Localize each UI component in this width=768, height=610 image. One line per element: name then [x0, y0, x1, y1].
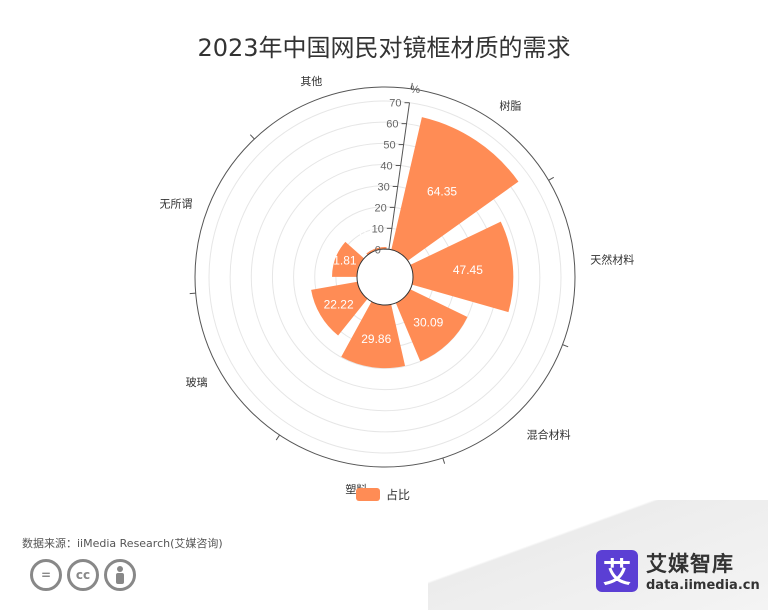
bar-4 — [311, 281, 368, 336]
category-label: 无所谓 — [159, 198, 192, 211]
angle-axis-tick — [410, 82, 413, 89]
data-source: 数据来源：iiMedia Research(艾媒咨询) — [22, 537, 223, 550]
bar-1 — [410, 221, 514, 313]
radial-axis-unit: % — [410, 84, 420, 96]
radial-axis-line — [388, 102, 410, 250]
bar-value-label: 11.81 — [327, 254, 356, 268]
angle-axis-tick — [189, 292, 196, 295]
grid-ring — [229, 121, 541, 433]
cc-icon: cc — [67, 559, 99, 591]
bar-3 — [341, 301, 406, 369]
brand-url: data.iimedia.cn — [646, 578, 760, 593]
category-label: 树脂 — [499, 99, 521, 113]
grid-ring — [250, 142, 520, 412]
radial-axis-tick-label: 0 — [375, 244, 381, 256]
brand-logo: 艾 — [596, 549, 638, 592]
bar-value-label: 47.45 — [453, 263, 483, 277]
angle-axis-tick — [275, 434, 280, 441]
angle-axis-circle — [194, 86, 576, 468]
inner-circle — [356, 248, 414, 306]
category-label: 玻璃 — [186, 375, 208, 389]
radial-axis-tick-label: 50 — [383, 140, 395, 152]
radial-axis-tick-label: 30 — [377, 181, 389, 193]
legend[interactable]: 占比 — [356, 486, 410, 503]
angle-axis-tick — [562, 344, 569, 348]
radial-axis-tick-label: 20 — [375, 202, 387, 214]
category-label: 混合材料 — [527, 428, 571, 442]
bar-value-label: 0.93 — [359, 226, 383, 240]
brand: 艾 艾媒智库 data.iimedia.cn — [596, 548, 760, 593]
category-label: 天然材料 — [590, 253, 634, 267]
brand-name: 艾媒智库 — [646, 552, 734, 576]
equals-icon: = — [30, 559, 62, 591]
bar-0 — [391, 117, 519, 261]
bar-value-label: 29.86 — [361, 332, 391, 346]
radial-axis-tick-label: 60 — [386, 119, 398, 131]
radial-axis-tick-label: 70 — [389, 98, 401, 110]
chart-title: 2023年中国网民对镜框材质的需求 — [197, 34, 571, 62]
person-icon — [104, 559, 136, 591]
category-label: 其他 — [300, 75, 322, 88]
angle-axis-tick — [442, 457, 446, 464]
legend-swatch — [356, 488, 380, 501]
radial-axis-tick-label: 10 — [372, 223, 384, 235]
bar-value-label: 30.09 — [413, 316, 443, 330]
grid-ring — [208, 100, 562, 454]
legend-label: 占比 — [386, 488, 411, 502]
bar-5 — [332, 241, 365, 277]
angle-axis-tick — [249, 134, 255, 140]
radial-axis-tick-label: 40 — [380, 161, 392, 173]
bar-2 — [395, 289, 468, 362]
bar-value-label: 22.22 — [324, 297, 354, 311]
license-icons: = cc — [30, 559, 136, 591]
angle-axis-tick — [548, 176, 555, 181]
bar-value-label: 64.35 — [427, 184, 457, 198]
